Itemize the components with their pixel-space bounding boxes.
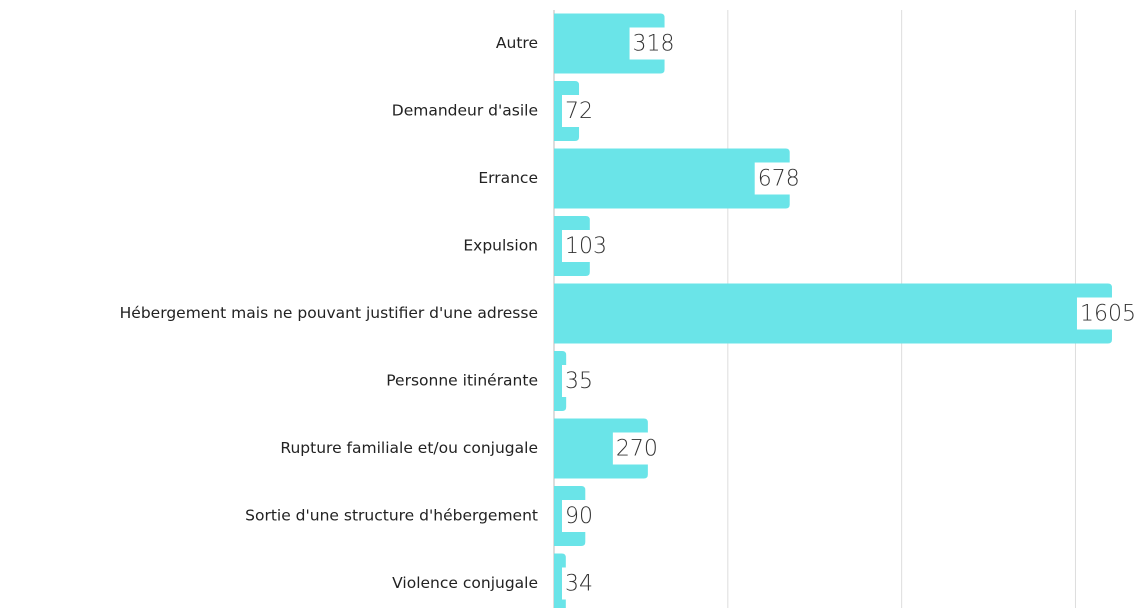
value-label: 318 xyxy=(633,32,675,57)
value-label-bg xyxy=(562,230,610,262)
y-tick-label: Personne itinérante xyxy=(386,372,538,390)
value-label-bg xyxy=(754,162,803,195)
value-label-bg xyxy=(562,365,596,397)
value-label: 90 xyxy=(565,504,593,529)
y-tick-label: Demandeur d'asile xyxy=(392,102,538,120)
value-label-bg xyxy=(629,27,678,60)
y-tick-label: Errance xyxy=(478,169,538,187)
y-tick-label: Hébergement mais ne pouvant justifier d'… xyxy=(120,304,538,322)
value-label-bg xyxy=(562,567,596,600)
bar xyxy=(554,283,1112,344)
y-tick-label: Expulsion xyxy=(463,237,538,255)
value-label-bg xyxy=(612,432,661,465)
value-label: 72 xyxy=(565,99,593,124)
y-tick-label: Violence conjugale xyxy=(392,574,538,592)
value-label: 34 xyxy=(565,572,593,597)
value-label: 678 xyxy=(758,167,800,192)
value-label: 103 xyxy=(565,234,607,259)
value-label: 1605 xyxy=(1080,302,1136,327)
value-label-bg xyxy=(562,95,596,127)
y-tick-label: Rupture familiale et/ou conjugale xyxy=(280,439,538,457)
value-label-bg xyxy=(562,500,596,532)
y-tick-label: Autre xyxy=(496,34,538,52)
bar xyxy=(554,148,790,209)
value-label-bg xyxy=(1076,297,1139,330)
y-tick-label: Sortie d'une structure d'hébergement xyxy=(245,507,538,525)
value-label: 270 xyxy=(616,437,658,462)
value-label: 35 xyxy=(565,369,593,394)
